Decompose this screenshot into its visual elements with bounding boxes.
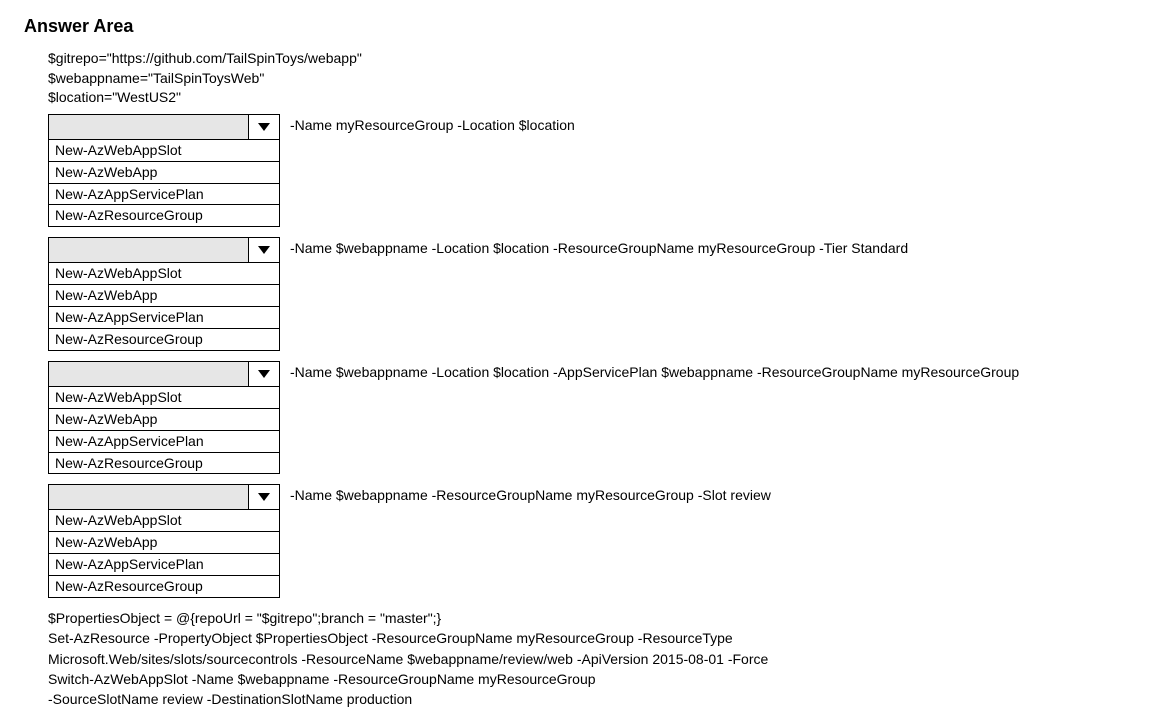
dropdown-option[interactable]: New-AzWebAppSlot — [49, 263, 279, 285]
command-suffix: -Name myResourceGroup -Location $locatio… — [290, 114, 575, 133]
dropdown-options: New-AzWebAppSlot New-AzWebApp New-AzAppS… — [48, 387, 280, 475]
command-block: New-AzWebAppSlot New-AzWebApp New-AzAppS… — [48, 114, 1142, 228]
dropdown-option[interactable]: New-AzWebAppSlot — [49, 387, 279, 409]
command-block: New-AzWebAppSlot New-AzWebApp New-AzAppS… — [48, 484, 1142, 598]
chevron-down-icon — [249, 485, 279, 509]
footer-line: $PropertiesObject = @{repoUrl = "$gitrep… — [48, 608, 1142, 628]
command-block: New-AzWebAppSlot New-AzWebApp New-AzAppS… — [48, 361, 1142, 475]
command-block: New-AzWebAppSlot New-AzWebApp New-AzAppS… — [48, 237, 1142, 351]
dropdown-option[interactable]: New-AzAppServicePlan — [49, 554, 279, 576]
dropdown-option[interactable]: New-AzWebApp — [49, 532, 279, 554]
intro-line: $location="WestUS2" — [48, 88, 1142, 108]
dropdown-2[interactable] — [48, 361, 280, 387]
dropdown-selected — [49, 485, 249, 509]
dropdown-option[interactable]: New-AzWebApp — [49, 409, 279, 431]
dropdown-option[interactable]: New-AzResourceGroup — [49, 329, 279, 350]
footer-line: -SourceSlotName review -DestinationSlotN… — [48, 689, 1142, 709]
dropdown-selected — [49, 238, 249, 262]
footer-line: Set-AzResource -PropertyObject $Properti… — [48, 628, 1142, 648]
dropdown-option[interactable]: New-AzAppServicePlan — [49, 184, 279, 206]
dropdown-options: New-AzWebAppSlot New-AzWebApp New-AzAppS… — [48, 140, 280, 228]
dropdown-option[interactable]: New-AzAppServicePlan — [49, 431, 279, 453]
dropdown-option[interactable]: New-AzWebApp — [49, 285, 279, 307]
command-suffix: -Name $webappname -ResourceGroupName myR… — [290, 484, 771, 503]
dropdown-3[interactable] — [48, 484, 280, 510]
dropdown-option[interactable]: New-AzResourceGroup — [49, 453, 279, 474]
chevron-down-icon — [249, 238, 279, 262]
dropdown-0[interactable] — [48, 114, 280, 140]
footer-line: Microsoft.Web/sites/slots/sourcecontrols… — [48, 649, 1142, 669]
chevron-down-icon — [249, 115, 279, 139]
dropdown-1[interactable] — [48, 237, 280, 263]
chevron-down-icon — [249, 362, 279, 386]
footer-block: $PropertiesObject = @{repoUrl = "$gitrep… — [48, 608, 1142, 709]
intro-block: $gitrepo="https://github.com/TailSpinToy… — [48, 49, 1142, 108]
page-title: Answer Area — [24, 16, 1142, 37]
dropdown-option[interactable]: New-AzWebApp — [49, 162, 279, 184]
dropdown-option[interactable]: New-AzWebAppSlot — [49, 510, 279, 532]
dropdown-selected — [49, 115, 249, 139]
dropdown-selected — [49, 362, 249, 386]
command-suffix: -Name $webappname -Location $location -A… — [290, 361, 1019, 380]
command-suffix: -Name $webappname -Location $location -R… — [290, 237, 908, 256]
dropdown-option[interactable]: New-AzWebAppSlot — [49, 140, 279, 162]
dropdown-options: New-AzWebAppSlot New-AzWebApp New-AzAppS… — [48, 263, 280, 351]
dropdown-option[interactable]: New-AzResourceGroup — [49, 205, 279, 226]
intro-line: $gitrepo="https://github.com/TailSpinToy… — [48, 49, 1142, 69]
dropdown-options: New-AzWebAppSlot New-AzWebApp New-AzAppS… — [48, 510, 280, 598]
footer-line: Switch-AzWebAppSlot -Name $webappname -R… — [48, 669, 1142, 689]
intro-line: $webappname="TailSpinToysWeb" — [48, 69, 1142, 89]
dropdown-option[interactable]: New-AzAppServicePlan — [49, 307, 279, 329]
dropdown-option[interactable]: New-AzResourceGroup — [49, 576, 279, 597]
